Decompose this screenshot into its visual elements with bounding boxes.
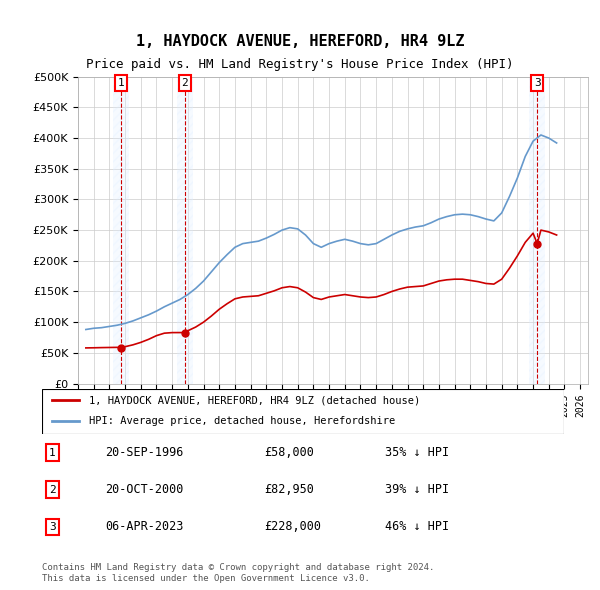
Text: 20-OCT-2000: 20-OCT-2000 [106, 483, 184, 496]
Bar [529, 77, 545, 384]
FancyBboxPatch shape [42, 389, 564, 434]
Text: 46% ↓ HPI: 46% ↓ HPI [385, 520, 449, 533]
Text: 20-SEP-1996: 20-SEP-1996 [106, 446, 184, 459]
Bar [113, 77, 128, 384]
Text: £58,000: £58,000 [264, 446, 314, 459]
Text: 3: 3 [534, 78, 541, 88]
Text: 1: 1 [49, 448, 56, 457]
Text: Price paid vs. HM Land Registry's House Price Index (HPI): Price paid vs. HM Land Registry's House … [86, 58, 514, 71]
Text: HPI: Average price, detached house, Herefordshire: HPI: Average price, detached house, Here… [89, 417, 395, 426]
Text: 1, HAYDOCK AVENUE, HEREFORD, HR4 9LZ: 1, HAYDOCK AVENUE, HEREFORD, HR4 9LZ [136, 34, 464, 49]
Text: 06-APR-2023: 06-APR-2023 [106, 520, 184, 533]
Text: 35% ↓ HPI: 35% ↓ HPI [385, 446, 449, 459]
Text: Contains HM Land Registry data © Crown copyright and database right 2024.
This d: Contains HM Land Registry data © Crown c… [42, 563, 434, 583]
Text: 2: 2 [181, 78, 188, 88]
Text: 39% ↓ HPI: 39% ↓ HPI [385, 483, 449, 496]
Text: £228,000: £228,000 [264, 520, 321, 533]
Bar [177, 77, 193, 384]
Text: 1: 1 [118, 78, 124, 88]
Text: 3: 3 [49, 522, 56, 532]
Text: 2: 2 [49, 485, 56, 494]
Text: 1, HAYDOCK AVENUE, HEREFORD, HR4 9LZ (detached house): 1, HAYDOCK AVENUE, HEREFORD, HR4 9LZ (de… [89, 395, 420, 405]
Text: £82,950: £82,950 [264, 483, 314, 496]
